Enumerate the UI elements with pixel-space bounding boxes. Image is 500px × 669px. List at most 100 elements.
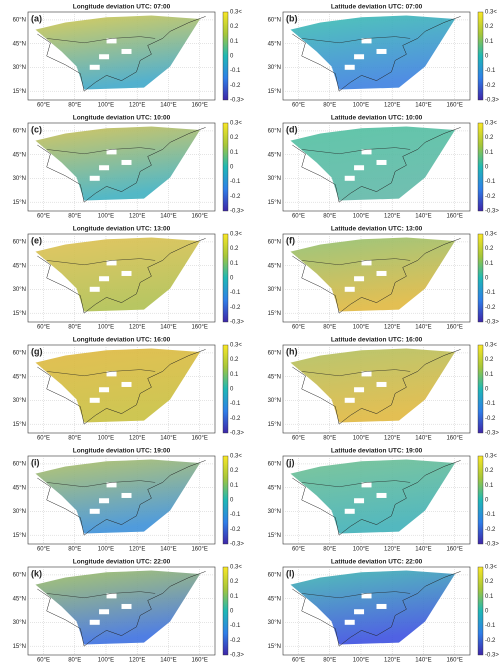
- colorbar-tick-label: -0.1: [485, 512, 496, 518]
- border: [46, 369, 156, 377]
- x-tick-label: 140°E: [415, 325, 431, 331]
- panel-label: (g): [31, 346, 43, 356]
- panel-label: (h): [286, 346, 298, 356]
- x-tick-label: 140°E: [160, 325, 176, 331]
- x-tick-label: 100°E: [98, 325, 114, 331]
- x-tick-label: 80°E: [68, 214, 81, 220]
- colorbar: [477, 344, 484, 434]
- x-tick-label: 120°E: [384, 325, 400, 331]
- y-tick-label: 30°N: [268, 509, 281, 515]
- y-tick-label: 60°N: [13, 239, 26, 245]
- border: [301, 591, 411, 599]
- y-tick-label: 30°N: [268, 176, 281, 182]
- x-tick-label: 100°E: [353, 547, 369, 553]
- y-tick-label: 45°N: [268, 374, 281, 380]
- deviation-field: [35, 459, 201, 534]
- coastline: [37, 238, 206, 314]
- panel-title: Longitude deviation UTC: 16:00: [73, 337, 171, 344]
- x-tick-label: 60°E: [292, 658, 305, 664]
- y-tick-label: 30°N: [13, 65, 26, 71]
- colorbar: [222, 233, 229, 323]
- deviation-field: [290, 126, 456, 201]
- x-tick-label: 160°E: [446, 325, 462, 331]
- data-gap: [121, 270, 132, 276]
- y-tick-label: 15°N: [13, 533, 26, 539]
- x-tick-label: 80°E: [68, 103, 81, 109]
- colorbar-tick-label: -0.2: [485, 194, 496, 200]
- data-gap: [106, 482, 117, 488]
- colorbar-tick-label: -0.3>: [485, 98, 499, 104]
- x-tick-label: 120°E: [384, 103, 400, 109]
- panel-label: (c): [31, 124, 42, 134]
- x-tick-label: 160°E: [191, 658, 207, 664]
- colorbar: [477, 233, 484, 323]
- x-tick-label: 80°E: [323, 103, 336, 109]
- border: [46, 147, 156, 155]
- data-gap: [99, 387, 110, 393]
- panel-title: Latitude deviation UTC: 07:00: [331, 4, 423, 11]
- coastline: [37, 16, 206, 92]
- x-tick-label: 100°E: [353, 436, 369, 442]
- data-gap: [99, 165, 110, 171]
- y-tick-label: 60°N: [268, 350, 281, 356]
- data-gap: [344, 175, 355, 181]
- y-tick-label: 60°N: [268, 461, 281, 467]
- data-gap: [361, 593, 372, 599]
- y-tick-label: 45°N: [268, 596, 281, 602]
- colorbar-tick-label: -0.1: [230, 179, 241, 185]
- x-tick-label: 120°E: [129, 436, 145, 442]
- colorbar-tick-label: 0: [230, 498, 234, 504]
- colorbar-tick-label: 0.2: [485, 357, 494, 363]
- x-tick-label: 140°E: [160, 547, 176, 553]
- y-tick-label: 60°N: [13, 128, 26, 134]
- data-gap: [354, 165, 365, 171]
- data-gap: [361, 38, 372, 44]
- x-tick-label: 120°E: [384, 436, 400, 442]
- data-gap: [121, 159, 132, 165]
- panel-title: Latitude deviation UTC: 10:00: [331, 115, 423, 122]
- data-gap: [354, 276, 365, 282]
- border: [46, 258, 156, 266]
- colorbar-tick-label: -0.3>: [230, 320, 244, 326]
- data-gap: [344, 286, 355, 292]
- border: [301, 147, 411, 155]
- colorbar-tick-label: 0.2: [230, 135, 239, 141]
- coastline: [292, 127, 461, 203]
- x-tick-label: 160°E: [446, 436, 462, 442]
- colorbar-tick-label: 0.2: [485, 135, 494, 141]
- y-tick-label: 30°N: [13, 398, 26, 404]
- y-tick-label: 60°N: [268, 17, 281, 23]
- colorbar-tick-label: 0.2: [230, 246, 239, 252]
- x-tick-label: 140°E: [415, 214, 431, 220]
- x-tick-label: 100°E: [98, 103, 114, 109]
- colorbar-tick-label: -0.1: [485, 401, 496, 407]
- data-gap: [106, 149, 117, 155]
- colorbar: [222, 122, 229, 212]
- y-tick-label: 15°N: [13, 200, 26, 206]
- x-tick-label: 100°E: [353, 103, 369, 109]
- colorbar-tick-label: -0.3>: [485, 542, 499, 548]
- colorbar-tick-label: 0.3<: [485, 343, 497, 349]
- data-gap: [89, 397, 100, 403]
- colorbar: [477, 11, 484, 101]
- map-panel: Longitude deviation UTC: 07:00 60°E 80°E 10…: [13, 4, 245, 109]
- colorbar-tick-label: -0.1: [230, 512, 241, 518]
- x-tick-label: 80°E: [323, 214, 336, 220]
- x-tick-label: 120°E: [129, 658, 145, 664]
- x-tick-label: 120°E: [129, 547, 145, 553]
- colorbar-tick-label: -0.3>: [230, 209, 244, 215]
- colorbar-tick-label: 0: [485, 609, 489, 615]
- y-tick-label: 15°N: [268, 200, 281, 206]
- colorbar-tick-label: 0.1: [230, 483, 239, 489]
- x-tick-label: 100°E: [98, 214, 114, 220]
- data-gap: [121, 48, 132, 54]
- colorbar-tick-label: 0.1: [230, 372, 239, 378]
- colorbar-tick-label: 0.3<: [485, 565, 497, 571]
- x-tick-label: 60°E: [37, 214, 50, 220]
- colorbar: [222, 344, 229, 434]
- colorbar-tick-label: 0: [230, 54, 234, 60]
- x-tick-label: 60°E: [37, 103, 50, 109]
- x-tick-label: 80°E: [323, 547, 336, 553]
- x-tick-label: 80°E: [323, 436, 336, 442]
